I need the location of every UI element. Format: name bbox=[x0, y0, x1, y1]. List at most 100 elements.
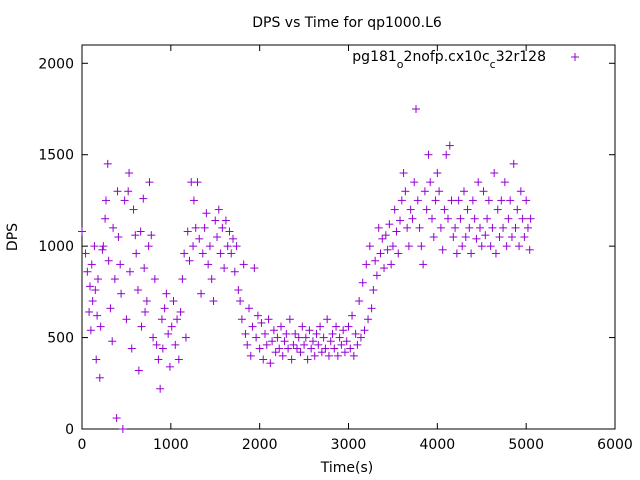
data-point bbox=[282, 329, 291, 338]
data-point bbox=[307, 344, 316, 353]
data-point bbox=[234, 286, 243, 295]
data-point bbox=[397, 196, 406, 205]
data-point bbox=[101, 214, 110, 223]
data-point bbox=[118, 425, 127, 433]
data-point bbox=[109, 223, 118, 232]
data-point bbox=[276, 322, 285, 331]
data-point bbox=[424, 150, 433, 159]
data-point bbox=[157, 315, 166, 324]
data-point bbox=[500, 178, 509, 187]
data-point bbox=[101, 196, 110, 205]
data-point bbox=[399, 169, 408, 177]
data-point bbox=[358, 278, 367, 287]
legend-label: pg181o2nofp.cx10cc32r128 bbox=[352, 49, 546, 71]
data-point bbox=[323, 315, 332, 324]
series-points bbox=[78, 105, 535, 433]
data-point bbox=[193, 178, 202, 187]
data-point bbox=[339, 326, 348, 335]
data-point bbox=[220, 264, 229, 273]
data-point bbox=[291, 329, 300, 338]
data-point bbox=[133, 286, 142, 295]
data-point bbox=[96, 322, 105, 331]
data-point bbox=[140, 264, 149, 273]
data-point bbox=[483, 214, 492, 223]
data-point bbox=[171, 340, 180, 349]
data-point bbox=[91, 286, 100, 295]
data-point bbox=[374, 223, 383, 232]
data-point bbox=[474, 178, 483, 187]
data-point bbox=[388, 242, 397, 251]
data-point bbox=[447, 196, 456, 205]
data-point bbox=[144, 242, 153, 251]
data-point bbox=[99, 242, 108, 251]
legend-marker bbox=[571, 53, 579, 61]
data-point bbox=[435, 187, 444, 196]
y-tick-label: 2000 bbox=[38, 56, 74, 72]
data-point bbox=[287, 355, 296, 364]
data-point bbox=[351, 329, 360, 338]
data-point bbox=[87, 260, 96, 269]
data-point bbox=[335, 333, 344, 342]
data-point bbox=[227, 249, 236, 258]
data-point bbox=[120, 196, 129, 205]
data-point bbox=[78, 227, 86, 236]
data-point bbox=[438, 245, 447, 254]
data-point bbox=[225, 227, 234, 236]
data-point bbox=[269, 326, 278, 335]
data-point bbox=[321, 344, 330, 353]
data-point bbox=[319, 333, 328, 342]
data-point bbox=[516, 187, 525, 196]
data-point bbox=[150, 275, 159, 284]
data-point bbox=[298, 322, 307, 331]
data-point bbox=[195, 234, 204, 243]
data-point bbox=[310, 351, 319, 360]
x-tick-label: 5000 bbox=[508, 437, 544, 453]
data-point bbox=[431, 196, 440, 205]
data-point bbox=[317, 348, 326, 357]
data-point bbox=[406, 205, 415, 214]
data-point bbox=[246, 351, 255, 360]
data-point bbox=[344, 322, 353, 331]
data-point bbox=[461, 233, 470, 241]
data-point bbox=[260, 329, 269, 338]
data-point bbox=[442, 150, 451, 159]
data-point bbox=[243, 340, 252, 349]
y-tick-label: 1500 bbox=[38, 148, 74, 164]
data-point bbox=[183, 227, 192, 236]
data-point bbox=[340, 348, 349, 357]
data-point bbox=[158, 344, 167, 353]
data-point bbox=[239, 260, 248, 269]
data-point bbox=[189, 196, 198, 205]
data-point bbox=[134, 366, 143, 375]
data-point bbox=[364, 315, 373, 324]
data-point bbox=[506, 196, 515, 205]
data-point bbox=[213, 233, 222, 241]
data-point bbox=[499, 223, 508, 232]
data-point bbox=[124, 187, 133, 196]
data-point bbox=[408, 214, 417, 223]
data-point bbox=[342, 337, 351, 346]
data-point bbox=[285, 315, 294, 324]
plot-area-frame bbox=[81, 44, 616, 430]
data-point bbox=[149, 333, 158, 342]
data-point bbox=[95, 373, 104, 382]
data-point bbox=[360, 326, 369, 335]
data-point bbox=[330, 344, 339, 353]
x-tick-label: 2000 bbox=[242, 437, 278, 453]
data-point bbox=[139, 194, 148, 203]
data-point bbox=[445, 141, 454, 150]
data-point bbox=[142, 297, 151, 305]
data-point bbox=[114, 233, 123, 241]
data-point bbox=[262, 340, 271, 349]
data-point bbox=[145, 178, 154, 187]
data-point bbox=[486, 242, 495, 251]
data-point bbox=[477, 242, 486, 251]
data-point bbox=[81, 249, 90, 258]
data-point bbox=[237, 315, 246, 324]
x-tick-label: 0 bbox=[78, 437, 87, 453]
data-point bbox=[404, 242, 413, 251]
data-point bbox=[132, 249, 141, 258]
data-point bbox=[112, 414, 121, 423]
x-tick-label: 6000 bbox=[597, 437, 633, 453]
data-point bbox=[420, 187, 429, 196]
